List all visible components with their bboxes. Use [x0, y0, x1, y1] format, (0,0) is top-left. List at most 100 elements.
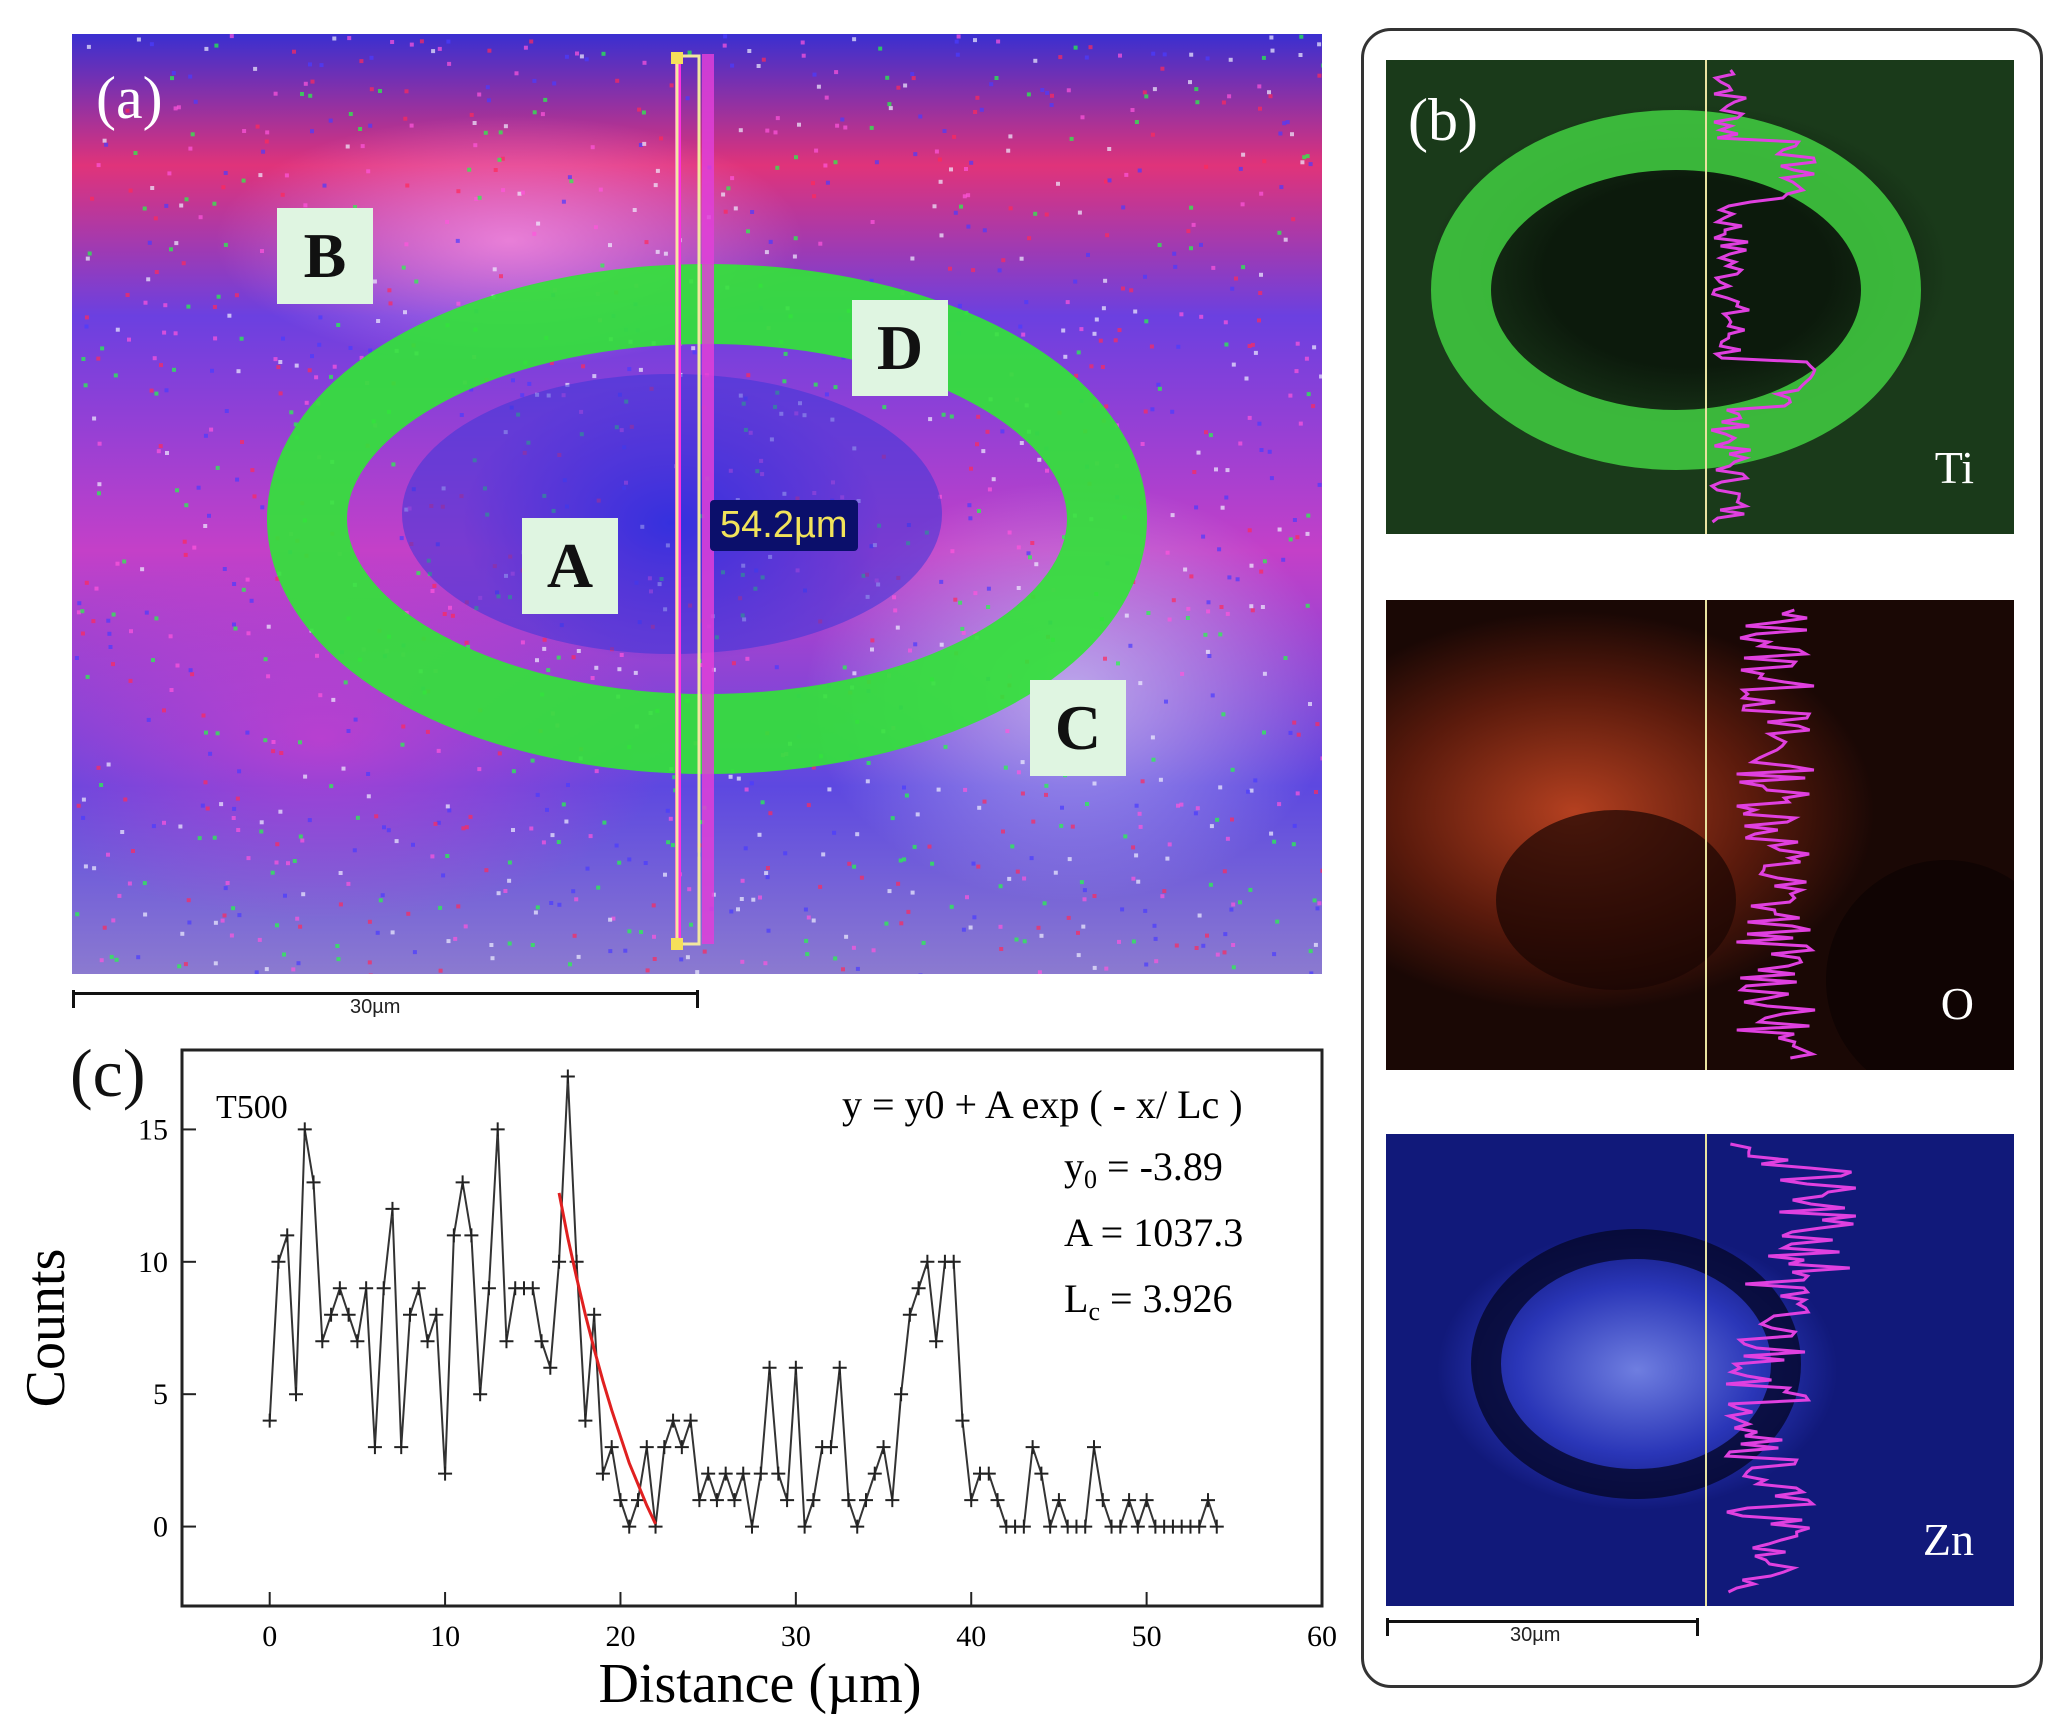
data-point: [674, 1440, 689, 1455]
fit-equation: y = y0 + A exp ( - x/ Lc ): [842, 1082, 1243, 1127]
x-tick-label: 30: [781, 1620, 811, 1653]
scale-label-a: 30µm: [350, 996, 401, 1018]
composite-map-overlay: [74, 34, 1322, 974]
data-point: [1192, 1519, 1207, 1534]
data-point: [780, 1493, 795, 1508]
x-tick-label: 60: [1307, 1620, 1337, 1653]
data-point: [709, 1493, 724, 1508]
data-point: [613, 1493, 628, 1508]
zn-map-label: Zn: [1922, 1514, 1974, 1565]
data-point: [464, 1228, 479, 1243]
ti-map: Ti (b): [1386, 60, 2014, 534]
o-map-label: O: [1940, 978, 1974, 1029]
zn-map: Zn: [1386, 1134, 2014, 1606]
data-point: [929, 1334, 944, 1349]
data-point: [297, 1122, 312, 1137]
fit-param-y0: y0 = -3.89: [1064, 1144, 1223, 1194]
data-point: [850, 1519, 865, 1534]
scale-bar-a: [72, 992, 698, 995]
region-label-b: B: [277, 208, 373, 304]
data-point: [753, 1466, 768, 1481]
data-point: [727, 1493, 742, 1508]
data-point: [657, 1440, 672, 1455]
data-point: [990, 1493, 1005, 1508]
data-point: [867, 1466, 882, 1481]
data-point: [332, 1281, 347, 1296]
data-point: [438, 1466, 453, 1481]
data-point: [534, 1334, 549, 1349]
region-label-c: C: [1030, 680, 1126, 776]
data-point: [385, 1201, 400, 1216]
data-point: [560, 1069, 575, 1084]
scale-bar-b: [1386, 1620, 1698, 1623]
data-point: [1122, 1493, 1137, 1508]
scale-tick-b-right: [1696, 1618, 1699, 1636]
ti-ring-map: [1431, 110, 1921, 470]
data-point: [955, 1413, 970, 1428]
o-map: O: [1386, 600, 2014, 1070]
data-point: [481, 1281, 496, 1296]
data-point: [1043, 1519, 1058, 1534]
ti-profile: [1709, 69, 1817, 524]
region-label-d: D: [852, 300, 948, 396]
data-point: [1087, 1440, 1101, 1455]
y-tick-label: 15: [138, 1113, 168, 1146]
data-point: [262, 1413, 277, 1428]
region-label-a: A: [522, 518, 618, 614]
data-point: [473, 1387, 488, 1402]
data-point: [832, 1360, 847, 1375]
scale-label-b: 30µm: [1510, 1624, 1561, 1646]
o-map-svg: [1496, 600, 2014, 1070]
y-axis-title: Counts: [15, 1249, 77, 1408]
data-point: [1034, 1466, 1049, 1481]
data-point: [315, 1334, 330, 1349]
data-point: [1095, 1493, 1110, 1508]
data-point: [876, 1440, 891, 1455]
x-tick-label: 20: [605, 1620, 635, 1653]
data-point: [1113, 1519, 1128, 1534]
data-point: [552, 1254, 567, 1269]
x-axis-title: Distance (µm): [598, 1653, 921, 1715]
ti-map-svg: [1431, 60, 1921, 534]
data-point: [920, 1254, 935, 1269]
data-point: [1130, 1519, 1145, 1534]
measure-handle-top[interactable]: [671, 52, 683, 64]
data-point: [885, 1493, 900, 1508]
data-point: [403, 1307, 417, 1322]
data-point: [359, 1281, 374, 1296]
o-profile: [1736, 608, 1818, 1060]
fit-curve: [557, 1192, 657, 1525]
data-point: [806, 1493, 821, 1508]
data-point: [394, 1440, 409, 1455]
x-tick-label: 40: [956, 1620, 986, 1653]
inner-region: [402, 374, 942, 654]
composite-eds-map: 54.2µm (a) B D A C: [72, 34, 1322, 974]
data-point: [683, 1413, 698, 1428]
data-point: [946, 1254, 961, 1269]
measurement-box: [675, 54, 701, 946]
scale-tick-a-left: [72, 990, 75, 1008]
data-point: [350, 1334, 365, 1349]
x-tick-label: 50: [1132, 1620, 1162, 1653]
data-point: [280, 1228, 295, 1243]
data-point: [1209, 1519, 1224, 1534]
scale-tick-a-right: [696, 990, 699, 1008]
data-point: [1078, 1519, 1093, 1534]
x-tick-label: 0: [262, 1620, 277, 1653]
data-point: [289, 1387, 303, 1402]
zn-dark-ring: [1471, 1229, 1801, 1499]
data-point: [622, 1519, 637, 1534]
data-point: [823, 1440, 838, 1455]
o-dark-region-2: [1826, 860, 2014, 1070]
sample-label: T500: [216, 1089, 288, 1126]
data-markers: [262, 1069, 1224, 1534]
data-point: [1025, 1440, 1040, 1455]
data-point: [981, 1466, 996, 1481]
data-point: [595, 1466, 610, 1481]
data-point: [666, 1413, 681, 1428]
measure-handle-bottom[interactable]: [671, 938, 683, 950]
data-point: [736, 1466, 751, 1481]
data-point: [499, 1334, 514, 1349]
axis-ticks: [182, 1128, 1323, 1606]
fit-param-lc: Lc = 3.926: [1064, 1276, 1233, 1326]
